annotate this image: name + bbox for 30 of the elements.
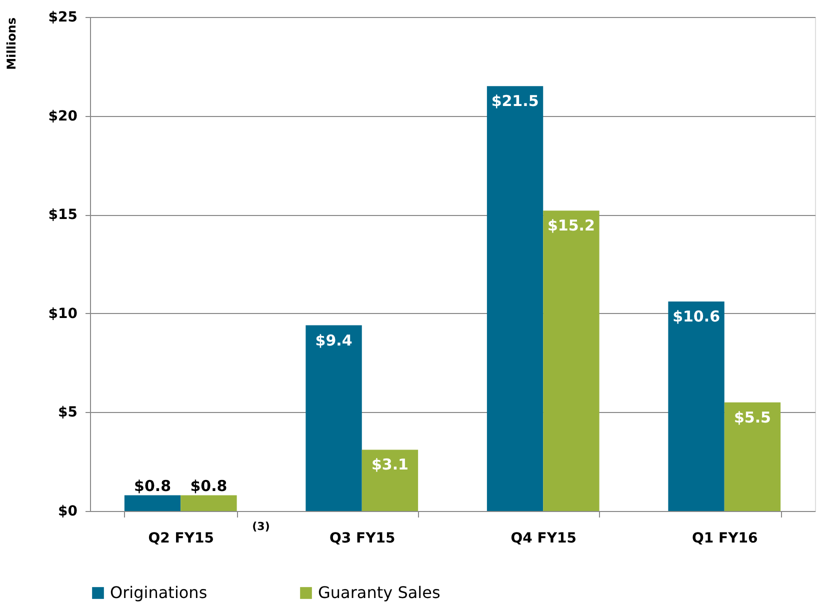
bar: [180, 495, 237, 511]
bar: [724, 402, 781, 511]
data-label: $10.6: [672, 308, 720, 326]
bar: [362, 450, 418, 511]
bar: [486, 86, 544, 511]
data-label: $9.4: [315, 331, 352, 350]
legend-label: Originations: [110, 583, 208, 602]
text: (3): [252, 520, 270, 533]
bar: [306, 325, 362, 511]
x-tick-label: Q3 FY15: [330, 530, 396, 546]
y-axis-title: Millions: [4, 18, 18, 70]
x-tick-label: Q2 FY15: [148, 530, 214, 546]
y-tick-label: $10: [48, 306, 78, 322]
y-tick-label: $5: [58, 404, 78, 421]
bar: [543, 210, 600, 511]
data-label: $0.8: [190, 477, 228, 496]
data-label: $15.2: [547, 216, 595, 235]
bar: [124, 495, 181, 511]
y-tick-label: $25: [48, 10, 78, 26]
data-label: $3.1: [371, 456, 408, 474]
y-tick-label: $0: [58, 504, 78, 520]
data-label: $0.8: [134, 477, 172, 496]
y-tick-label: $15: [48, 207, 78, 224]
bar: [668, 302, 724, 511]
data-label: $5.5: [734, 408, 771, 426]
y-tick-label: $20: [48, 108, 78, 124]
x-tick-label: Q1 FY16: [692, 530, 758, 546]
data-label: $21.5: [491, 92, 539, 110]
legend-label: Guaranty Sales: [318, 583, 440, 602]
x-tick-label: Q4 FY15: [510, 530, 576, 546]
